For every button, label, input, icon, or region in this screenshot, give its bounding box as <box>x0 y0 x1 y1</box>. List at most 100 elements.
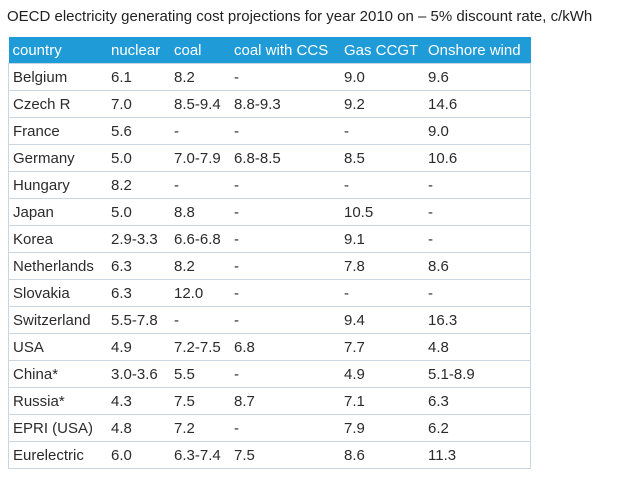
cell-country: Netherlands <box>8 252 107 280</box>
cell-coal: 12.0 <box>170 279 230 307</box>
cell-coal-ccs: - <box>230 225 340 253</box>
cell-country: Russia* <box>8 387 107 415</box>
table-row: Netherlands 6.3 8.2-7.8 8.6 <box>8 252 531 280</box>
cell-onshore-wind: 8.6 <box>424 252 531 280</box>
cell-nuclear: 2.9-3.3 <box>107 225 170 253</box>
cell-gas-ccgt: 7.7 <box>340 333 424 361</box>
cell-country: Germany <box>8 144 107 172</box>
header-onshore-wind: Onshore wind <box>424 37 531 64</box>
cell-gas-ccgt: 4.9 <box>340 360 424 388</box>
cell-nuclear: 5.0 <box>107 198 170 226</box>
page-title: OECD electricity generating cost project… <box>7 8 593 25</box>
cell-coal: 7.0-7.9 <box>170 144 230 172</box>
header-coal-ccs: coal with CCS <box>230 37 340 64</box>
cell-country: France <box>8 117 107 145</box>
cell-coal: 8.2 <box>170 252 230 280</box>
cell-gas-ccgt: 9.4 <box>340 306 424 334</box>
cell-onshore-wind: 5.1-8.9 <box>424 360 531 388</box>
cell-gas-ccgt: - <box>340 171 424 199</box>
cell-coal: 7.5 <box>170 387 230 415</box>
header-row: country nuclear coal coal with CCS Gas C… <box>8 37 531 64</box>
cell-onshore-wind: - <box>424 171 531 199</box>
table-row: France 5.6- - -9.0 <box>8 117 531 145</box>
cost-table: country nuclear coal coal with CCS Gas C… <box>8 37 531 469</box>
cell-coal-ccs: 8.7 <box>230 387 340 415</box>
cell-gas-ccgt: 8.6 <box>340 441 424 469</box>
cell-onshore-wind: 14.6 <box>424 90 531 118</box>
cell-country: Japan <box>8 198 107 226</box>
table-row: Czech R 7.0 8.5-9.4 8.8-9.3 9.2 14.6 <box>8 90 531 118</box>
cell-coal-ccs: 6.8-8.5 <box>230 144 340 172</box>
cell-country: Czech R <box>8 90 107 118</box>
cell-onshore-wind: 11.3 <box>424 441 531 469</box>
cell-coal-ccs: - <box>230 360 340 388</box>
cell-onshore-wind: 16.3 <box>424 306 531 334</box>
cell-nuclear: 6.1 <box>107 63 170 91</box>
cell-nuclear: 6.3 <box>107 252 170 280</box>
cell-country: Switzerland <box>8 306 107 334</box>
cell-onshore-wind: 6.3 <box>424 387 531 415</box>
cell-onshore-wind: 10.6 <box>424 144 531 172</box>
table-row: Hungary 8.2- - - - <box>8 171 531 199</box>
cell-coal: 5.5 <box>170 360 230 388</box>
cell-coal-ccs: 8.8-9.3 <box>230 90 340 118</box>
cell-country: Hungary <box>8 171 107 199</box>
cell-coal: 7.2 <box>170 414 230 442</box>
cell-coal-ccs: - <box>230 198 340 226</box>
cell-coal-ccs: - <box>230 171 340 199</box>
table-row: Belgium 6.1 8.2-9.0 9.6 <box>8 63 531 91</box>
cell-coal: - <box>170 306 230 334</box>
table-row: Germany 5.0 7.0-7.9 6.8-8.5 8.5 10.6 <box>8 144 531 172</box>
table-row: China* 3.0-3.6 5.5-4.9 5.1-8.9 <box>8 360 531 388</box>
cell-nuclear: 7.0 <box>107 90 170 118</box>
cell-nuclear: 8.2 <box>107 171 170 199</box>
cell-onshore-wind: 6.2 <box>424 414 531 442</box>
cell-country: EPRI (USA) <box>8 414 107 442</box>
table-row: Russia* 4.3 7.5 8.7 7.1 6.3 <box>8 387 531 415</box>
cell-coal-ccs: - <box>230 252 340 280</box>
cell-coal: 8.2 <box>170 63 230 91</box>
table-row: EPRI (USA) 4.8 7.2-7.9 6.2 <box>8 414 531 442</box>
table-row: Eurelectric 6.0 6.3-7.4 7.5 8.6 11.3 <box>8 441 531 469</box>
cell-country: Belgium <box>8 63 107 91</box>
cell-nuclear: 3.0-3.6 <box>107 360 170 388</box>
cell-nuclear: 5.5-7.8 <box>107 306 170 334</box>
cell-gas-ccgt: - <box>340 279 424 307</box>
cell-gas-ccgt: 9.1 <box>340 225 424 253</box>
cell-coal: 6.3-7.4 <box>170 441 230 469</box>
cell-gas-ccgt: 10.5 <box>340 198 424 226</box>
cell-gas-ccgt: 7.8 <box>340 252 424 280</box>
cell-gas-ccgt: 7.1 <box>340 387 424 415</box>
cell-nuclear: 6.0 <box>107 441 170 469</box>
cell-country: Korea <box>8 225 107 253</box>
cell-coal-ccs: - <box>230 63 340 91</box>
cell-nuclear: 6.3 <box>107 279 170 307</box>
cell-coal-ccs: 6.8 <box>230 333 340 361</box>
table-row: USA 4.9 7.2-7.5 6.8 7.7 4.8 <box>8 333 531 361</box>
table-body: Belgium 6.1 8.2-9.0 9.6 Czech R 7.0 8.5-9.4 8.8… <box>8 63 531 469</box>
cell-onshore-wind: 9.6 <box>424 63 531 91</box>
cell-coal-ccs: - <box>230 279 340 307</box>
cell-nuclear: 4.3 <box>107 387 170 415</box>
cell-coal: 8.8 <box>170 198 230 226</box>
cell-gas-ccgt: 9.0 <box>340 63 424 91</box>
cell-onshore-wind: - <box>424 198 531 226</box>
cell-coal: 8.5-9.4 <box>170 90 230 118</box>
table-row: Japan 5.0 8.8-10.5- <box>8 198 531 226</box>
cell-coal-ccs: - <box>230 414 340 442</box>
header-nuclear: nuclear <box>107 37 170 64</box>
header-gas-ccgt: Gas CCGT <box>340 37 424 64</box>
cell-gas-ccgt: - <box>340 117 424 145</box>
cell-coal-ccs: 7.5 <box>230 441 340 469</box>
cell-coal: 7.2-7.5 <box>170 333 230 361</box>
cell-coal: 6.6-6.8 <box>170 225 230 253</box>
cell-coal-ccs: - <box>230 306 340 334</box>
cell-gas-ccgt: 7.9 <box>340 414 424 442</box>
cell-country: China* <box>8 360 107 388</box>
cell-onshore-wind: 4.8 <box>424 333 531 361</box>
header-coal: coal <box>170 37 230 64</box>
cell-gas-ccgt: 9.2 <box>340 90 424 118</box>
cell-country: USA <box>8 333 107 361</box>
table-row: Slovakia 6.3 12.0- - - <box>8 279 531 307</box>
cell-gas-ccgt: 8.5 <box>340 144 424 172</box>
